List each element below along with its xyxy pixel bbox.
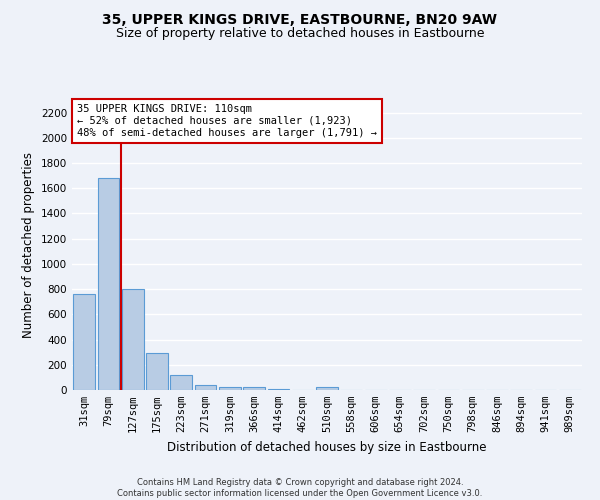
Bar — [73, 294, 95, 390]
Bar — [243, 388, 265, 390]
Bar — [219, 387, 241, 390]
Text: 35 UPPER KINGS DRIVE: 110sqm
← 52% of detached houses are smaller (1,923)
48% of: 35 UPPER KINGS DRIVE: 110sqm ← 52% of de… — [77, 104, 377, 138]
Bar — [97, 178, 119, 390]
Bar — [170, 375, 192, 390]
Y-axis label: Number of detached properties: Number of detached properties — [22, 152, 35, 338]
Text: Contains HM Land Registry data © Crown copyright and database right 2024.
Contai: Contains HM Land Registry data © Crown c… — [118, 478, 482, 498]
Bar — [316, 388, 338, 390]
Bar — [122, 289, 143, 390]
Text: Size of property relative to detached houses in Eastbourne: Size of property relative to detached ho… — [116, 28, 484, 40]
Text: 35, UPPER KINGS DRIVE, EASTBOURNE, BN20 9AW: 35, UPPER KINGS DRIVE, EASTBOURNE, BN20 … — [103, 12, 497, 26]
Bar — [146, 353, 168, 390]
Bar — [194, 385, 217, 390]
X-axis label: Distribution of detached houses by size in Eastbourne: Distribution of detached houses by size … — [167, 440, 487, 454]
